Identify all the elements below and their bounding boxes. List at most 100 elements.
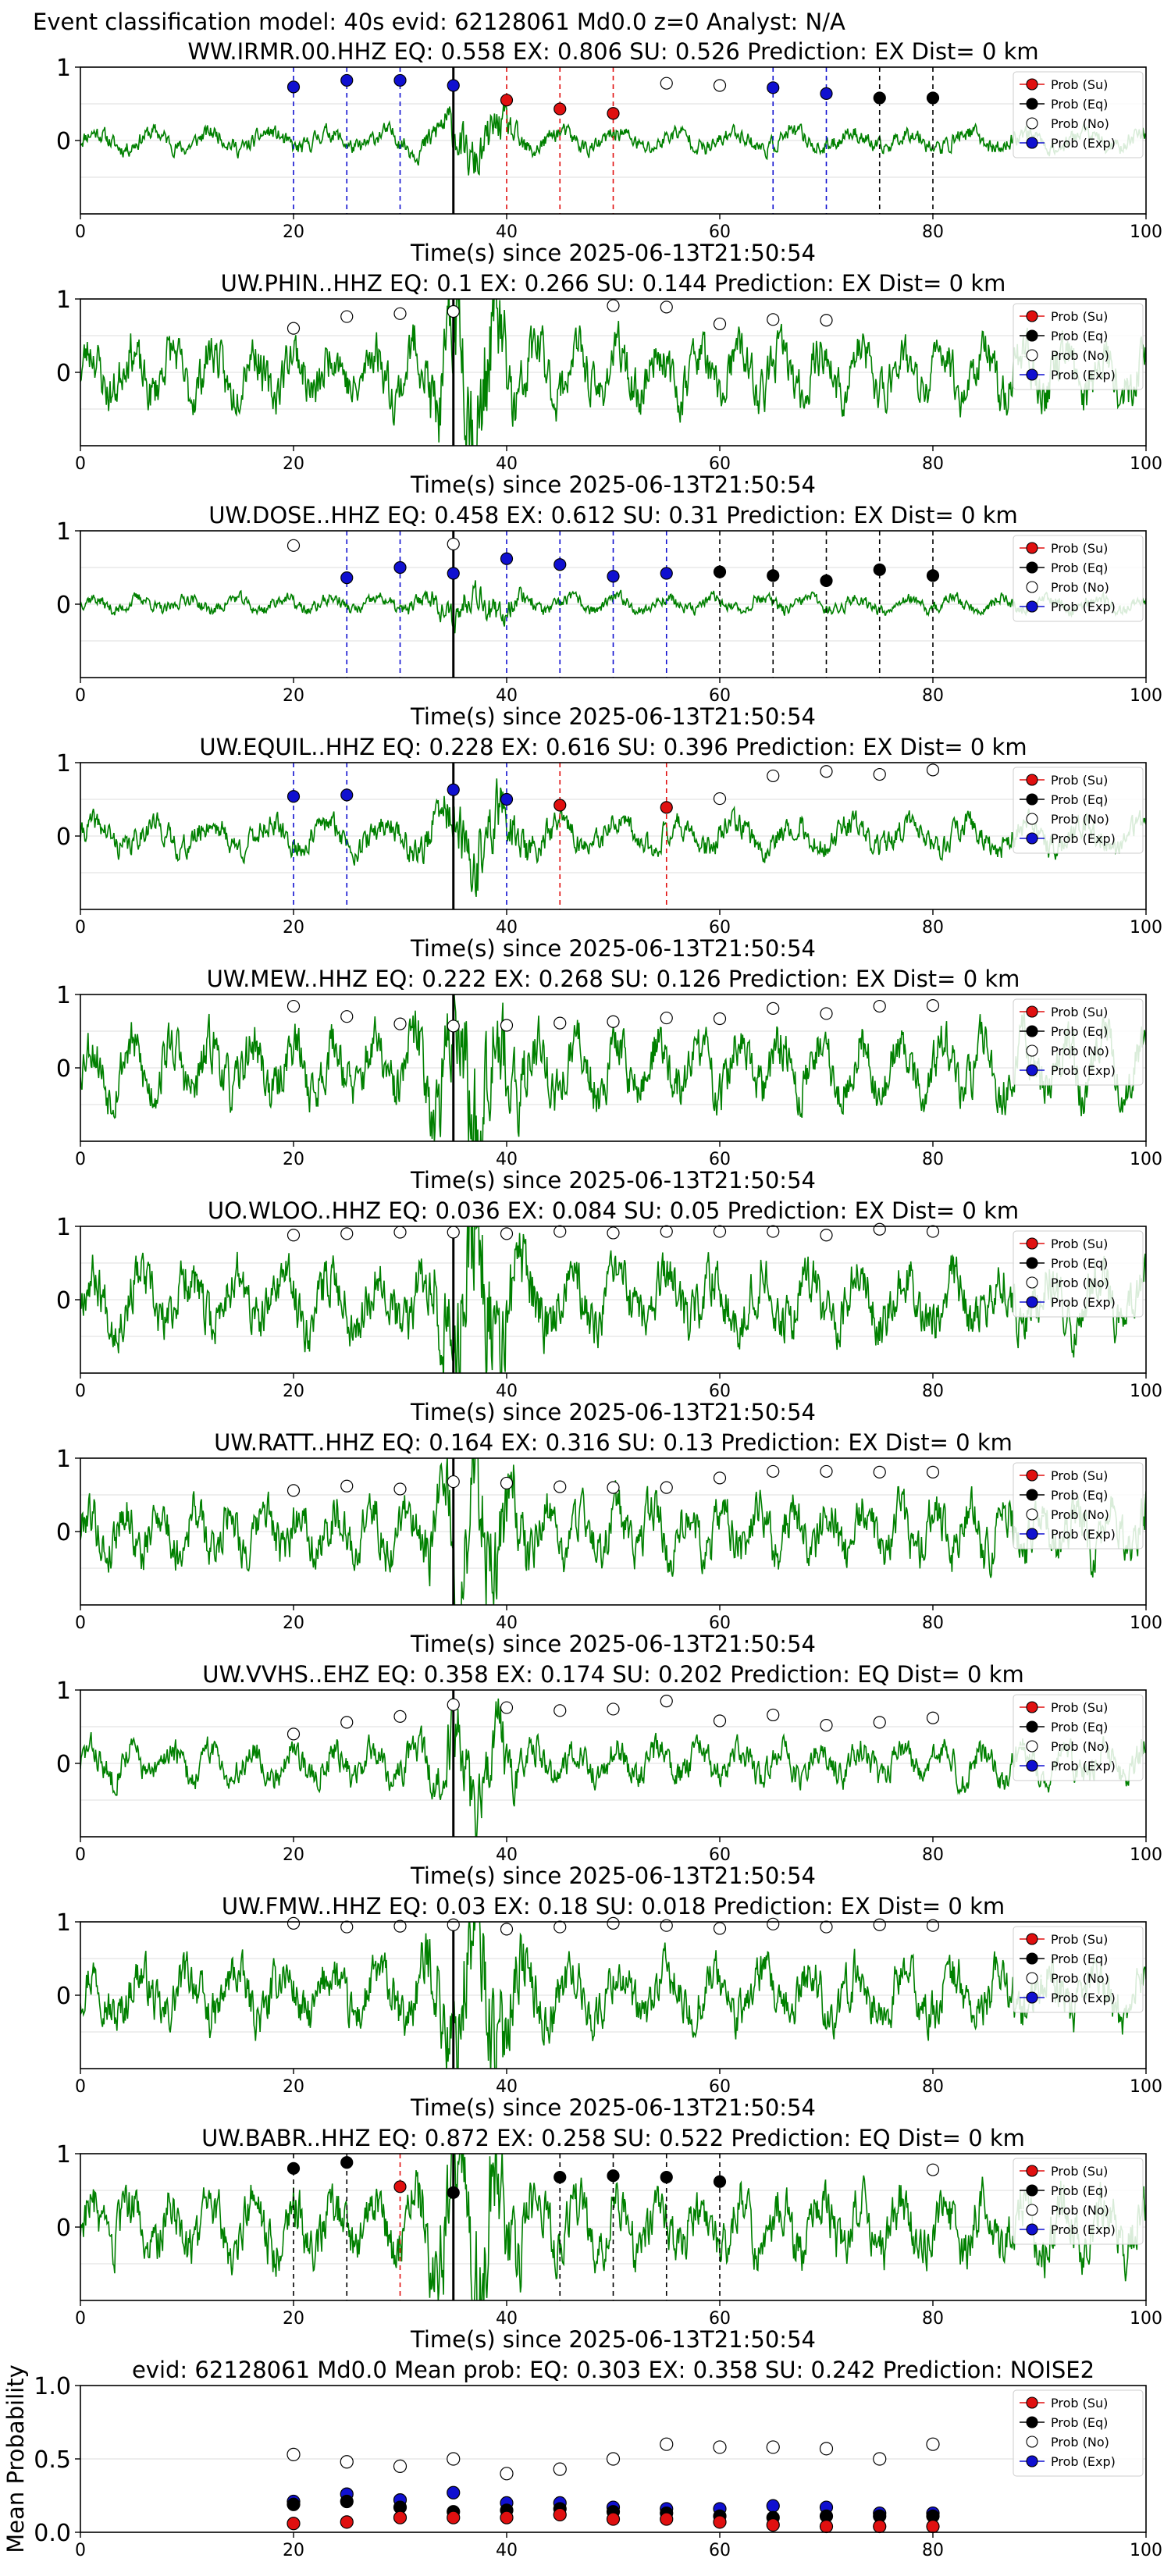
x-tick-label: 80 — [922, 1150, 944, 1169]
marker-no — [820, 314, 833, 327]
marker-exp — [340, 788, 354, 802]
marker-no — [553, 1704, 567, 1717]
x-tick-label: 80 — [922, 1845, 944, 1865]
x-tick-label: 20 — [283, 2541, 304, 2560]
x-tick-label: 60 — [709, 222, 731, 242]
x-tick-label: 0 — [75, 454, 86, 474]
x-tick-label: 60 — [709, 1150, 731, 1169]
marker-no — [340, 1227, 354, 1240]
marker-no — [767, 1464, 780, 1478]
y-tick-label: 1 — [56, 1678, 71, 1705]
legend-label: Prob (Exp) — [1051, 831, 1116, 846]
x-tick-label: 100 — [1130, 454, 1162, 474]
marker-no — [287, 2447, 301, 2461]
marker-no — [447, 1918, 460, 1931]
x-tick-label: 80 — [922, 1614, 944, 1633]
legend-label: Prob (Su) — [1051, 541, 1108, 556]
legend-marker — [1026, 2396, 1038, 2409]
legend-marker — [1026, 1759, 1038, 1772]
legend-label: Prob (No) — [1051, 116, 1109, 131]
marker-no — [873, 2452, 887, 2466]
panel-title: evid: 62128061 Md0.0 Mean prob: EQ: 0.30… — [132, 2357, 1094, 2383]
marker-no — [340, 1479, 354, 1493]
panels: WW.IRMR.00.HHZ EQ: 0.558 EX: 0.806 SU: 0… — [2, 38, 1162, 2560]
marker-no — [553, 1016, 567, 1030]
marker-exp — [660, 567, 673, 580]
marker-no — [926, 2437, 940, 2451]
panel-title: UW.RATT..HHZ EQ: 0.164 EX: 0.316 SU: 0.1… — [214, 1429, 1013, 1456]
marker-su — [819, 2519, 834, 2534]
marker-no — [926, 1919, 940, 1932]
marker-no — [820, 765, 833, 778]
legend-label: Prob (No) — [1051, 2435, 1109, 2450]
legend-label: Prob (Su) — [1051, 309, 1108, 324]
marker-no — [287, 1229, 301, 1242]
marker-no — [393, 1920, 407, 1933]
marker-exp — [447, 567, 460, 580]
x-tick-label: 100 — [1130, 686, 1162, 706]
marker-su — [500, 94, 514, 107]
legend-label: Prob (Su) — [1051, 1932, 1108, 1947]
marker-eq — [873, 91, 886, 105]
marker-eq — [713, 565, 727, 578]
legend: Prob (Su) Prob (Eq) Prob (No) Prob (Exp) — [1013, 71, 1144, 158]
legend-marker — [1026, 1257, 1038, 1269]
marker-exp — [607, 570, 620, 583]
panel-2: UW.DOSE..HHZ EQ: 0.458 EX: 0.612 SU: 0.3… — [56, 502, 1162, 730]
legend-box — [1013, 1694, 1144, 1781]
legend-marker — [1026, 1720, 1038, 1733]
legend-marker — [1026, 1025, 1038, 1037]
legend: Prob (Su) Prob (Eq) Prob (No) Prob (Exp) — [1013, 535, 1144, 622]
x-tick-label: 0 — [75, 222, 86, 242]
marker-no — [819, 2442, 834, 2456]
panel-title: UW.PHIN..HHZ EQ: 0.1 EX: 0.266 SU: 0.144… — [221, 270, 1006, 297]
x-tick-label: 60 — [709, 918, 731, 938]
legend-label: Prob (Su) — [1051, 1236, 1108, 1251]
x-tick-label: 20 — [283, 1845, 304, 1865]
x-tick-label: 100 — [1130, 1382, 1162, 1401]
legend-marker — [1026, 2204, 1038, 2216]
y-tick-label: 0 — [56, 824, 71, 851]
legend-marker — [1026, 2165, 1038, 2177]
marker-no — [553, 1480, 567, 1493]
x-axis-label: Time(s) since 2025-06-13T21:50:54 — [410, 1167, 816, 1194]
marker-eq — [340, 2494, 354, 2509]
x-tick-label: 100 — [1130, 2541, 1162, 2560]
marker-no — [660, 1481, 673, 1494]
x-tick-label: 20 — [283, 222, 304, 242]
marker-no — [926, 1225, 940, 1238]
panel-3: UW.EQUIL..HHZ EQ: 0.228 EX: 0.616 SU: 0.… — [56, 734, 1162, 962]
legend-label: Prob (Exp) — [1051, 136, 1116, 151]
marker-no — [926, 1465, 940, 1478]
panel-title: UW.VVHS..EHZ EQ: 0.358 EX: 0.174 SU: 0.2… — [202, 1661, 1024, 1688]
marker-exp — [767, 81, 780, 94]
panel-title: UO.WLOO..HHZ EQ: 0.036 EX: 0.084 SU: 0.0… — [208, 1197, 1019, 1224]
legend-marker — [1026, 561, 1038, 574]
y-tick-label: 1 — [56, 982, 71, 1009]
marker-su — [713, 2515, 727, 2529]
marker-su — [340, 2515, 354, 2529]
x-tick-label: 80 — [922, 2077, 944, 2097]
marker-no — [553, 1920, 567, 1934]
legend-label: Prob (Exp) — [1051, 600, 1116, 614]
marker-eq — [926, 91, 940, 105]
marker-no — [767, 1225, 780, 1238]
x-axis-label: Time(s) since 2025-06-13T21:50:54 — [410, 2326, 816, 2353]
panel-7: UW.VVHS..EHZ EQ: 0.358 EX: 0.174 SU: 0.2… — [56, 1661, 1162, 1889]
waveform-trace — [80, 299, 1146, 446]
y-tick-label: 0 — [56, 1751, 71, 1778]
marker-no — [287, 322, 301, 335]
x-axis-label: Time(s) since 2025-06-13T21:50:54 — [410, 703, 816, 730]
y-tick-label: 0 — [56, 1055, 71, 1083]
marker-no — [766, 2440, 780, 2454]
waveform-trace — [80, 580, 1146, 634]
x-tick-label: 0 — [75, 918, 86, 938]
x-tick-label: 100 — [1130, 918, 1162, 938]
marker-exp — [447, 783, 460, 796]
legend: Prob (Su) Prob (Eq) Prob (No) Prob (Exp) — [1013, 303, 1144, 390]
marker-no — [767, 769, 780, 783]
marker-exp — [500, 552, 514, 565]
legend-marker — [1026, 1933, 1038, 1945]
x-tick-label: 0 — [75, 2077, 86, 2097]
panel-title: WW.IRMR.00.HHZ EQ: 0.558 EX: 0.806 SU: 0… — [187, 38, 1038, 65]
